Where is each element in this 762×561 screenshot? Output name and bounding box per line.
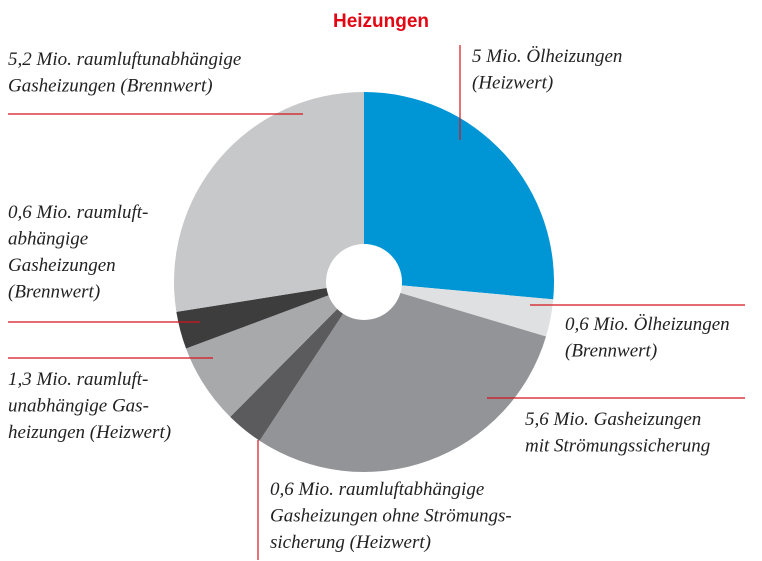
pie bbox=[173, 92, 554, 472]
slice-label: 5,2 Mio. raumluftunabhängige bbox=[8, 49, 241, 70]
labels: 5 Mio. Ölheizungen (Heizwert) 0,6 Mio. Ölh… bbox=[8, 46, 730, 553]
slice-label: (Brennwert) bbox=[8, 282, 100, 303]
slice-label: Gasheizungen bbox=[8, 255, 116, 276]
slice-label: Gasheizungen ohne Strömungs- bbox=[270, 506, 512, 527]
pie-slice bbox=[176, 282, 364, 349]
slice-label: abhängige bbox=[8, 229, 88, 250]
slice-label: 5,6 Mio. Gasheizungen bbox=[525, 409, 701, 430]
slice-label: 5 Mio. Ölheizungen bbox=[472, 46, 622, 67]
slice-label: 0,6 Mio. raumluftabhängige bbox=[270, 479, 484, 500]
slice-label: heizungen (Heizwert) bbox=[8, 422, 171, 443]
donut-hole bbox=[326, 244, 402, 320]
pie-slice bbox=[173, 92, 364, 312]
slice-label: sicherung (Heizwert) bbox=[270, 532, 431, 553]
chart-title: Heizungen bbox=[333, 11, 429, 32]
leader-lines bbox=[8, 45, 745, 560]
slice-label: mit Strömungssicherung bbox=[525, 436, 710, 457]
slice-label: 1,3 Mio. raumluft- bbox=[8, 369, 148, 390]
pie-slice bbox=[259, 282, 547, 472]
pie-slice bbox=[364, 282, 554, 337]
slice-label: unabhängige Gas- bbox=[8, 396, 149, 417]
slice-label: (Heizwert) bbox=[472, 73, 553, 94]
pie-slice bbox=[230, 282, 364, 441]
slice-label: (Brennwert) bbox=[565, 341, 657, 362]
slice-label: Gasheizungen (Brennwert) bbox=[8, 76, 213, 97]
slice-label: 0,6 Mio. Ölheizungen bbox=[565, 314, 730, 335]
pie-slice bbox=[364, 92, 554, 300]
pie-slice bbox=[186, 282, 364, 417]
slice-label: 0,6 Mio. raumluft- bbox=[8, 202, 148, 223]
